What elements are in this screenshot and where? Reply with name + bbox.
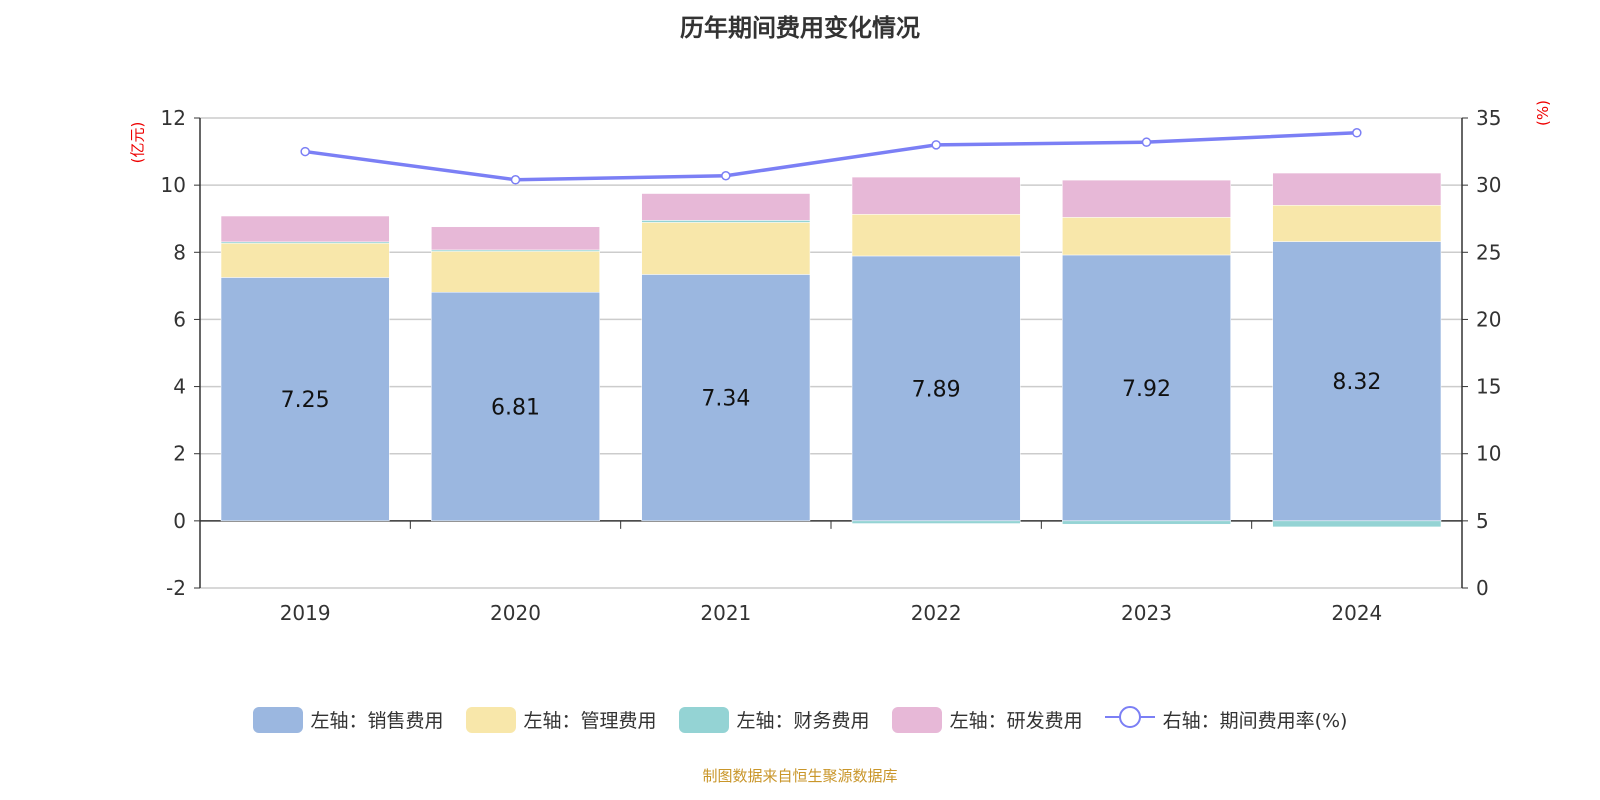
bar-segment (1272, 520, 1442, 528)
x-tick-label: 2020 (490, 601, 541, 625)
bar-segment (1062, 254, 1231, 522)
legend-item[interactable]: 左轴：销售费用 (252, 704, 444, 735)
bar-segment (1062, 520, 1231, 525)
bar-data-label: 7.92 (1122, 377, 1171, 402)
legend-swatch (678, 706, 729, 733)
legend-item[interactable]: 左轴：管理费用 (465, 704, 657, 735)
legend-label: 左轴：财务费用 (736, 710, 870, 732)
legend-item[interactable]: 左轴：财务费用 (678, 704, 870, 735)
rate-point (300, 146, 310, 157)
left-tick-label: 2 (173, 442, 186, 466)
left-tick-label: 12 (161, 106, 186, 130)
right-tick-label: 25 (1476, 240, 1501, 264)
bar-segment (220, 215, 390, 243)
rate-point (931, 140, 941, 150)
left-tick-label: 0 (173, 509, 186, 533)
bar-segment (1272, 172, 1442, 206)
rate-line (304, 131, 1357, 182)
left-tick-label: 4 (173, 375, 186, 399)
left-tick-label: 8 (173, 240, 186, 264)
bar-segment (1272, 205, 1442, 242)
left-tick-label: -2 (166, 576, 186, 600)
right-tick-label: 5 (1476, 509, 1489, 533)
bar-segment (851, 214, 1021, 257)
x-tick-label: 2024 (1331, 601, 1382, 625)
right-tick-label: 35 (1476, 106, 1501, 130)
right-tick-label: 10 (1476, 442, 1501, 466)
bar-data-label: 7.25 (281, 388, 330, 413)
legend-line-marker-icon (1104, 704, 1155, 735)
right-tick-label: 0 (1476, 576, 1489, 600)
bar-data-label: 7.34 (701, 387, 750, 412)
legend-item[interactable]: 右轴：期间费用率(%) (1104, 704, 1348, 735)
rate-point (1141, 137, 1152, 147)
bar-segment (1272, 241, 1442, 522)
bar-data-label: 7.89 (912, 377, 961, 402)
x-tick-label: 2023 (1121, 601, 1172, 625)
bar-segment (431, 291, 600, 522)
bar-segment (851, 176, 1021, 215)
legend-swatch (465, 706, 516, 733)
legend-label: 右轴：期间费用率(%) (1162, 710, 1348, 732)
x-tick-label: 2021 (700, 601, 751, 625)
bar-segment (431, 250, 600, 293)
legend-label: 左轴：销售费用 (310, 710, 444, 732)
legend-label: 左轴：管理费用 (523, 710, 657, 732)
bar-segment (641, 222, 811, 275)
right-tick-label: 15 (1476, 375, 1501, 399)
legend-swatch (891, 706, 942, 733)
bar-segment (641, 274, 811, 522)
rate-point (510, 175, 521, 185)
bar-segment (1062, 179, 1231, 218)
legend: 左轴：销售费用 左轴：管理费用 左轴：财务费用 左轴：研发费用 右轴：期间费用率(%) (0, 704, 1600, 735)
bar-segment (851, 520, 1021, 524)
legend-swatch (252, 706, 303, 733)
bar-segment (641, 193, 811, 221)
bar-segment (1062, 217, 1231, 256)
x-tick-label: 2022 (911, 601, 962, 625)
bar-segment (431, 226, 600, 251)
bar-segment (851, 255, 1021, 522)
right-tick-label: 20 (1476, 307, 1501, 331)
right-tick-label: 30 (1476, 173, 1501, 197)
bar-segment (641, 220, 811, 223)
legend-item[interactable]: 左轴：研发费用 (891, 704, 1083, 735)
x-tick-label: 2019 (280, 601, 331, 625)
rate-point (721, 170, 731, 181)
chart-title: 历年期间费用变化情况 (680, 14, 920, 42)
rate-point (1352, 128, 1362, 138)
legend-label: 左轴：研发费用 (949, 710, 1083, 732)
bar-data-label: 6.81 (491, 396, 540, 421)
left-tick-label: 10 (161, 173, 186, 197)
left-tick-label: 6 (173, 307, 186, 331)
bar-segment (220, 241, 390, 278)
source-note: 制图数据来自恒生聚源数据库 (702, 767, 898, 785)
bar-data-label: 8.32 (1332, 370, 1381, 395)
